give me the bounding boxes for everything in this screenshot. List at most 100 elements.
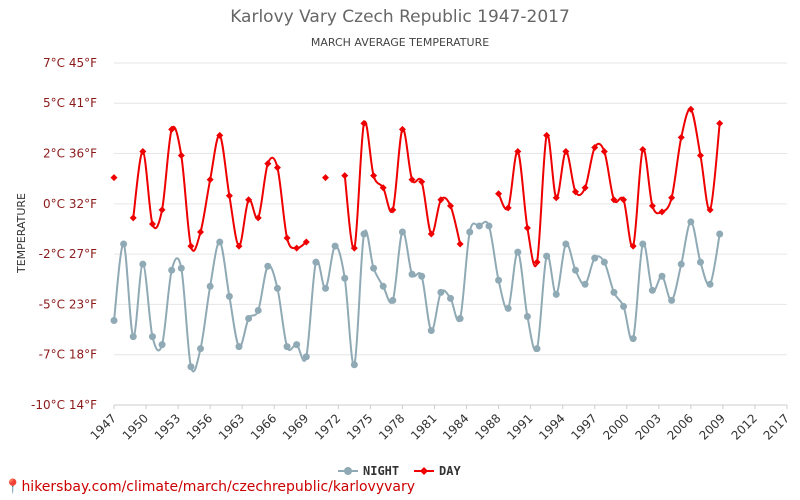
night-data-point[interactable] xyxy=(350,361,358,369)
legend-night-marker[interactable] xyxy=(344,467,352,475)
day-data-point[interactable] xyxy=(495,190,503,198)
day-data-point[interactable] xyxy=(245,196,253,204)
night-data-point[interactable] xyxy=(216,238,224,246)
night-data-point[interactable] xyxy=(225,292,233,300)
day-data-point[interactable] xyxy=(235,242,243,250)
day-data-point[interactable] xyxy=(254,214,262,222)
night-data-point[interactable] xyxy=(360,230,368,238)
day-data-point[interactable] xyxy=(350,244,358,252)
day-data-point[interactable] xyxy=(571,188,579,196)
day-data-point[interactable] xyxy=(408,176,416,184)
day-data-point[interactable] xyxy=(668,194,676,202)
night-data-point[interactable] xyxy=(341,274,349,282)
day-data-point[interactable] xyxy=(273,164,281,172)
night-data-point[interactable] xyxy=(177,264,185,272)
day-data-point[interactable] xyxy=(341,172,349,180)
night-data-point[interactable] xyxy=(552,290,560,298)
night-data-point[interactable] xyxy=(639,240,647,248)
night-data-point[interactable] xyxy=(235,343,243,351)
day-data-point[interactable] xyxy=(639,146,647,154)
day-data-point[interactable] xyxy=(456,240,464,248)
night-data-point[interactable] xyxy=(447,294,454,302)
night-data-point[interactable] xyxy=(475,222,483,230)
night-data-point[interactable] xyxy=(591,254,599,262)
night-data-point[interactable] xyxy=(437,288,445,296)
night-data-point[interactable] xyxy=(379,282,387,290)
legend-day-label[interactable]: DAY xyxy=(439,464,461,478)
night-data-point[interactable] xyxy=(533,345,541,353)
night-data-point[interactable] xyxy=(571,266,579,274)
day-data-point[interactable] xyxy=(322,174,330,182)
night-data-point[interactable] xyxy=(158,341,166,349)
day-data-point[interactable] xyxy=(110,174,118,182)
night-data-point[interactable] xyxy=(139,260,147,268)
day-data-point[interactable] xyxy=(552,194,560,202)
night-data-point[interactable] xyxy=(389,296,397,304)
night-data-point[interactable] xyxy=(110,317,118,325)
day-data-point[interactable] xyxy=(591,143,599,151)
day-data-point[interactable] xyxy=(206,176,214,184)
night-data-point[interactable] xyxy=(129,333,137,341)
night-data-point[interactable] xyxy=(610,288,618,296)
day-data-point[interactable] xyxy=(197,228,205,236)
day-data-point[interactable] xyxy=(177,152,185,160)
night-data-point[interactable] xyxy=(293,341,301,349)
source-url[interactable]: hikersbay.com/climate/march/czechrepubli… xyxy=(21,479,416,495)
night-data-point[interactable] xyxy=(523,312,531,320)
day-data-point[interactable] xyxy=(600,148,608,156)
day-data-point[interactable] xyxy=(158,206,166,214)
night-data-point[interactable] xyxy=(716,230,724,238)
day-data-point[interactable] xyxy=(225,192,233,200)
day-data-point[interactable] xyxy=(187,242,195,250)
night-data-point[interactable] xyxy=(370,264,378,272)
night-data-point[interactable] xyxy=(620,302,628,310)
night-data-point[interactable] xyxy=(427,327,435,335)
day-data-point[interactable] xyxy=(264,160,272,168)
night-data-point[interactable] xyxy=(168,266,176,274)
night-data-point[interactable] xyxy=(581,280,589,288)
legend[interactable]: NIGHT DAY xyxy=(338,464,461,478)
night-data-point[interactable] xyxy=(677,260,685,268)
day-data-point[interactable] xyxy=(687,105,695,113)
day-data-point[interactable] xyxy=(398,125,406,133)
legend-day-marker[interactable] xyxy=(420,467,428,475)
night-data-point[interactable] xyxy=(466,228,474,236)
night-data-point[interactable] xyxy=(322,284,330,292)
day-data-point[interactable] xyxy=(447,202,454,210)
legend-night-label[interactable]: NIGHT xyxy=(363,464,399,478)
day-data-point[interactable] xyxy=(370,172,378,180)
day-data-point[interactable] xyxy=(139,148,147,156)
day-data-point[interactable] xyxy=(129,214,137,222)
day-data-point[interactable] xyxy=(389,206,397,214)
night-data-point[interactable] xyxy=(398,228,406,236)
night-data-point[interactable] xyxy=(245,314,253,322)
day-data-point[interactable] xyxy=(514,148,522,156)
day-data-point[interactable] xyxy=(216,131,224,139)
night-data-point[interactable] xyxy=(696,258,704,266)
day-data-point[interactable] xyxy=(533,258,541,266)
day-data-point[interactable] xyxy=(148,220,156,228)
day-data-point[interactable] xyxy=(168,125,176,133)
night-data-point[interactable] xyxy=(668,296,676,304)
night-data-point[interactable] xyxy=(600,258,608,266)
day-data-point[interactable] xyxy=(581,184,589,192)
day-data-point[interactable] xyxy=(504,204,512,212)
night-data-point[interactable] xyxy=(331,242,339,250)
day-data-point[interactable] xyxy=(379,184,387,192)
day-data-point[interactable] xyxy=(523,224,531,232)
day-data-point[interactable] xyxy=(620,196,628,204)
night-data-point[interactable] xyxy=(283,343,291,351)
night-data-point[interactable] xyxy=(687,218,695,226)
night-data-point[interactable] xyxy=(504,304,512,312)
night-data-point[interactable] xyxy=(148,333,156,341)
night-data-point[interactable] xyxy=(254,306,262,314)
day-data-point[interactable] xyxy=(562,148,570,156)
night-data-point[interactable] xyxy=(197,345,205,353)
day-data-point[interactable] xyxy=(677,133,685,141)
night-data-point[interactable] xyxy=(562,240,570,248)
night-data-point[interactable] xyxy=(706,280,714,288)
night-data-point[interactable] xyxy=(543,252,551,260)
day-data-point[interactable] xyxy=(610,196,618,204)
day-data-point[interactable] xyxy=(648,202,656,210)
night-data-point[interactable] xyxy=(658,272,666,280)
